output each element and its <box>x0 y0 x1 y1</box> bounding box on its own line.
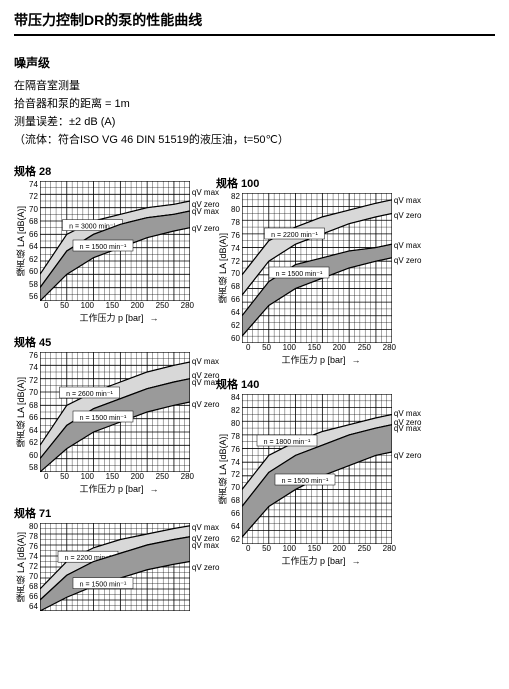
chart-c45: 规格 45噪声级 LA [dB(A)]76747270686664626058n… <box>14 334 194 495</box>
y-ticks: 74727068666462605856 <box>29 181 40 301</box>
meta-line: 测量误差：±2 dB (A) <box>14 113 495 129</box>
x-axis-label: 工作压力 p [bar]→ <box>79 482 158 495</box>
y-ticks: 76747270686664626058 <box>29 352 40 472</box>
section-title: 噪声级 <box>14 54 495 71</box>
chart-title: 规格 71 <box>14 505 194 521</box>
y-axis-label: 噪声级 LA [dB(A)] <box>14 206 27 277</box>
chart-c28: 规格 28噪声级 LA [dB(A)]74727068666462605856n… <box>14 163 194 324</box>
svg-text:n = 1500 min⁻¹: n = 1500 min⁻¹ <box>276 271 323 278</box>
x-ticks: 050100150200250280 <box>246 343 396 352</box>
x-axis-label: 工作压力 p [bar]→ <box>281 554 360 567</box>
meta-line: 在隔音室测量 <box>14 77 495 93</box>
y-ticks: 828078767472706866646260 <box>231 193 242 343</box>
x-ticks: 050100150200250280 <box>246 544 396 553</box>
chart-plot: n = 2600 min⁻¹ n = 1500 min⁻¹ <box>40 352 190 472</box>
right-column: 规格 100噪声级 LA [dB(A)]82807876747270686664… <box>216 175 396 611</box>
meta-line: 拾音器和泵的距离 = 1m <box>14 95 495 111</box>
svg-text:n = 2600 min⁻¹: n = 2600 min⁻¹ <box>66 391 113 398</box>
svg-text:n = 1500 min⁻¹: n = 1500 min⁻¹ <box>80 244 127 251</box>
chart-title: 规格 45 <box>14 334 194 350</box>
chart-plot: n = 2200 min⁻¹ n = 1500 min⁻¹ <box>242 193 392 343</box>
chart-plot: n = 2200 min⁻¹n = 1500 min⁻¹ <box>40 523 190 611</box>
chart-plot: n = 3000 min⁻¹n = 1500 min⁻¹ <box>40 181 190 301</box>
x-ticks: 050100150200250280 <box>44 301 194 310</box>
y-ticks: 807876747270686664 <box>29 523 40 611</box>
y-axis-label: 噪声级 LA [dB(A)] <box>216 233 229 304</box>
svg-text:n = 1500 min⁻¹: n = 1500 min⁻¹ <box>282 478 329 485</box>
chart-plot: n = 1800 min⁻¹ n = 1500 min⁻¹ <box>242 394 392 544</box>
page-title: 带压力控制DR的泵的性能曲线 <box>14 10 495 36</box>
chart-c100: 规格 100 噪声级 LA [dB(A)]82807876747270686664… <box>216 175 396 366</box>
y-axis-label: 噪声级 LA [dB(A)] <box>14 532 27 603</box>
chart-title: 规格 100 <box>216 175 396 191</box>
y-ticks: 848280787674727068666462 <box>231 394 242 544</box>
chart-c140: 规格 140 噪声级 LA [dB(A)]84828078767472706866… <box>216 376 396 567</box>
chart-title: 规格 28 <box>14 163 194 179</box>
charts-region: 规格 28噪声级 LA [dB(A)]74727068666462605856n… <box>14 163 495 611</box>
meta-line: （流体：符合ISO VG 46 DIN 51519的液压油，t=50℃） <box>14 131 495 147</box>
chart-c71: 规格 71噪声级 LA [dB(A)]807876747270686664n =… <box>14 505 194 611</box>
x-axis-label: 工作压力 p [bar]→ <box>281 353 360 366</box>
x-axis-label: 工作压力 p [bar]→ <box>79 311 158 324</box>
meta-block: 在隔音室测量拾音器和泵的距离 = 1m 测量误差：±2 dB (A) （流体：符合I… <box>14 77 495 147</box>
y-axis-label: 噪声级 LA [dB(A)] <box>14 377 27 448</box>
svg-text:n = 1500 min⁻¹: n = 1500 min⁻¹ <box>80 415 127 422</box>
chart-title: 规格 140 <box>216 376 396 392</box>
y-axis-label: 噪声级 LA [dB(A)] <box>216 434 229 505</box>
svg-text:n = 2200 min⁻¹: n = 2200 min⁻¹ <box>271 232 318 239</box>
svg-text:n = 1800 min⁻¹: n = 1800 min⁻¹ <box>264 439 311 446</box>
left-column: 规格 28噪声级 LA [dB(A)]74727068666462605856n… <box>14 163 194 611</box>
x-ticks: 050100150200250280 <box>44 472 194 481</box>
svg-text:n = 1500 min⁻¹: n = 1500 min⁻¹ <box>80 582 127 589</box>
